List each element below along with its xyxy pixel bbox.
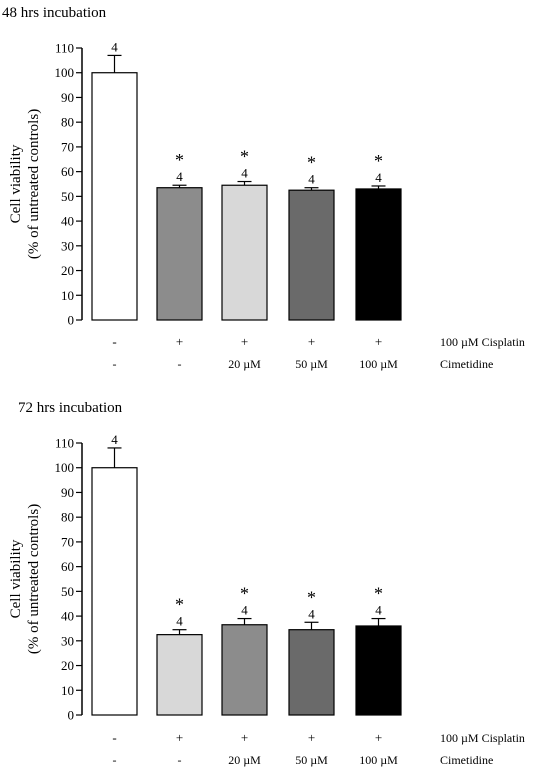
condition-cisplatin-value: - <box>112 730 116 745</box>
y-tick-label: 70 <box>61 534 74 549</box>
y-axis-label-line1: Cell viability <box>8 539 24 618</box>
y-tick-label: 80 <box>61 115 74 130</box>
condition-label-cisplatin: 100 µM Cisplatin <box>440 335 525 349</box>
y-tick-label: 20 <box>61 658 74 673</box>
n-label: 4 <box>176 614 183 629</box>
significance-star: * <box>307 587 316 607</box>
y-tick-label: 20 <box>61 263 74 278</box>
significance-star: * <box>240 584 249 604</box>
condition-cimetidine-value: 50 µM <box>295 753 328 767</box>
condition-cisplatin-value: + <box>375 730 382 745</box>
n-label: 4 <box>375 603 382 618</box>
significance-star: * <box>307 153 316 173</box>
y-tick-label: 30 <box>61 633 74 648</box>
chart-panel-2: 72 hrs incubation Cell viability (% of unt… <box>8 400 525 767</box>
y-tick-label: 0 <box>68 313 75 328</box>
condition-cimetidine-value: 100 µM <box>359 753 398 767</box>
y-tick-label: 80 <box>61 510 74 525</box>
y-tick-label: 30 <box>61 238 74 253</box>
bar <box>156 634 203 716</box>
condition-cimetidine-value: 50 µM <box>295 357 328 371</box>
bar <box>288 189 335 321</box>
significance-star: * <box>240 147 249 167</box>
n-label: 4 <box>308 606 315 621</box>
condition-label-cimetidine: Cimetidine <box>440 753 493 767</box>
condition-cisplatin-value: + <box>241 334 248 349</box>
bar <box>221 624 268 716</box>
n-label: 4 <box>111 432 118 447</box>
y-tick-label: 100 <box>55 65 75 80</box>
y-tick-label: 90 <box>61 90 74 105</box>
condition-cimetidine-value: - <box>113 357 117 371</box>
chart-title: 48 hrs incubation <box>2 5 107 21</box>
n-label: 4 <box>176 169 183 184</box>
y-tick-label: 60 <box>61 164 74 179</box>
bar <box>91 72 138 321</box>
condition-cisplatin-value: + <box>176 334 183 349</box>
condition-label-cimetidine: Cimetidine <box>440 357 493 371</box>
bar <box>288 629 335 716</box>
n-label: 4 <box>241 603 248 618</box>
y-axis-label-line2: (% of untreated controls) <box>26 504 42 654</box>
significance-star: * <box>374 584 383 604</box>
bar <box>91 467 138 716</box>
condition-cimetidine-value: - <box>113 753 117 767</box>
y-tick-label: 10 <box>61 683 74 698</box>
y-tick-label: 70 <box>61 139 74 154</box>
bar <box>355 188 402 321</box>
y-axis-label-line1: Cell viability <box>8 144 24 223</box>
y-tick-label: 10 <box>61 288 74 303</box>
bar <box>221 184 268 321</box>
condition-cisplatin-value: + <box>241 730 248 745</box>
condition-cisplatin-value: + <box>375 334 382 349</box>
condition-cimetidine-value: - <box>178 357 182 371</box>
y-tick-label: 40 <box>61 214 74 229</box>
bar <box>355 625 402 716</box>
condition-cisplatin-value: - <box>112 334 116 349</box>
y-tick-label: 110 <box>55 41 74 56</box>
significance-star: * <box>374 151 383 171</box>
y-tick-label: 60 <box>61 559 74 574</box>
significance-star: * <box>175 150 184 170</box>
n-label: 4 <box>375 170 382 185</box>
y-tick-label: 100 <box>55 460 75 475</box>
condition-cimetidine-value: 100 µM <box>359 357 398 371</box>
significance-star: * <box>175 595 184 615</box>
chart-title: 72 hrs incubation <box>18 400 123 416</box>
condition-cisplatin-value: + <box>308 334 315 349</box>
y-tick-label: 50 <box>61 189 74 204</box>
condition-cisplatin-value: + <box>176 730 183 745</box>
y-tick-label: 40 <box>61 609 74 624</box>
chart-panel-1: 48 hrs incubation Cell viability (% of unt… <box>2 5 525 371</box>
n-label: 4 <box>111 39 118 54</box>
condition-cimetidine-value: 20 µM <box>228 357 261 371</box>
condition-cimetidine-value: 20 µM <box>228 753 261 767</box>
n-label: 4 <box>308 172 315 187</box>
condition-cimetidine-value: - <box>178 753 182 767</box>
bar <box>156 187 203 321</box>
y-tick-label: 50 <box>61 584 74 599</box>
condition-label-cisplatin: 100 µM Cisplatin <box>440 731 525 745</box>
y-tick-label: 0 <box>68 708 75 723</box>
n-label: 4 <box>241 166 248 181</box>
condition-cisplatin-value: + <box>308 730 315 745</box>
y-tick-label: 110 <box>55 436 74 451</box>
y-axis-label-line2: (% of untreated controls) <box>26 109 42 259</box>
y-tick-label: 90 <box>61 485 74 500</box>
